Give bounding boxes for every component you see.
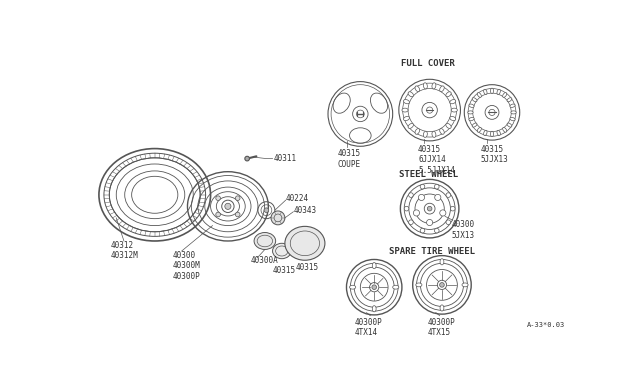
Text: 40343: 40343 (293, 206, 316, 215)
Ellipse shape (273, 243, 291, 259)
Ellipse shape (440, 86, 444, 92)
Ellipse shape (440, 259, 444, 265)
Ellipse shape (440, 129, 444, 134)
Circle shape (409, 220, 413, 225)
Circle shape (427, 219, 433, 225)
Ellipse shape (372, 306, 376, 312)
Circle shape (271, 211, 285, 225)
Ellipse shape (468, 111, 473, 114)
Ellipse shape (408, 92, 413, 97)
Ellipse shape (393, 285, 399, 289)
Ellipse shape (490, 88, 493, 93)
Circle shape (435, 228, 439, 233)
Ellipse shape (472, 98, 477, 102)
Circle shape (435, 185, 439, 189)
Ellipse shape (403, 100, 410, 104)
Ellipse shape (469, 118, 474, 121)
Ellipse shape (349, 285, 356, 289)
Ellipse shape (450, 116, 456, 121)
Ellipse shape (507, 98, 512, 102)
Ellipse shape (416, 283, 422, 287)
Ellipse shape (424, 131, 428, 137)
Ellipse shape (510, 118, 515, 121)
Circle shape (236, 196, 240, 201)
Ellipse shape (477, 93, 481, 97)
Circle shape (428, 206, 432, 211)
Ellipse shape (402, 108, 408, 112)
Ellipse shape (254, 232, 276, 250)
Text: 40315
6JJX14
5.5JJX14: 40315 6JJX14 5.5JJX14 (418, 145, 455, 174)
Circle shape (409, 193, 413, 198)
Ellipse shape (462, 283, 468, 287)
Ellipse shape (510, 104, 515, 108)
Ellipse shape (511, 111, 516, 114)
Ellipse shape (424, 83, 428, 89)
Ellipse shape (477, 128, 481, 132)
Text: 40300P
4TX14: 40300P 4TX14 (355, 318, 383, 337)
Circle shape (419, 194, 424, 201)
Circle shape (440, 283, 444, 287)
Circle shape (245, 156, 250, 161)
Text: 40224: 40224 (285, 194, 308, 203)
Text: 40300A: 40300A (251, 256, 279, 265)
Text: A-33*0.03: A-33*0.03 (527, 322, 565, 328)
Circle shape (216, 212, 220, 217)
Ellipse shape (497, 130, 500, 135)
Circle shape (451, 206, 455, 211)
Ellipse shape (484, 89, 487, 94)
Text: 40311: 40311 (274, 154, 297, 163)
Text: 40312
40312M: 40312 40312M (111, 241, 139, 260)
Circle shape (372, 285, 376, 289)
Ellipse shape (408, 124, 413, 128)
Ellipse shape (490, 131, 493, 137)
Ellipse shape (502, 128, 507, 132)
Ellipse shape (450, 100, 456, 104)
Circle shape (413, 210, 420, 216)
Text: 40315
5JJX13: 40315 5JJX13 (481, 145, 508, 164)
Ellipse shape (507, 123, 512, 127)
Ellipse shape (451, 108, 458, 112)
Text: 40315: 40315 (296, 263, 319, 272)
Ellipse shape (403, 116, 410, 121)
Ellipse shape (285, 226, 325, 260)
Text: 40315
COUPE: 40315 COUPE (337, 150, 360, 169)
Ellipse shape (497, 89, 500, 94)
Circle shape (420, 228, 425, 233)
Circle shape (236, 212, 240, 217)
Ellipse shape (432, 83, 436, 89)
Text: FULL COVER: FULL COVER (401, 58, 455, 67)
Circle shape (446, 193, 451, 198)
Circle shape (225, 203, 231, 209)
Ellipse shape (502, 93, 507, 97)
Ellipse shape (446, 92, 451, 97)
Circle shape (446, 220, 451, 225)
Ellipse shape (415, 86, 420, 92)
Text: 40300
5JX13: 40300 5JX13 (451, 220, 474, 240)
Ellipse shape (446, 124, 451, 128)
Circle shape (440, 210, 446, 216)
Text: STEEL WHEEL: STEEL WHEEL (399, 170, 458, 179)
Circle shape (264, 208, 269, 212)
Ellipse shape (432, 131, 436, 137)
Text: 40315: 40315 (273, 266, 296, 275)
Circle shape (420, 185, 425, 189)
Circle shape (435, 194, 441, 201)
Ellipse shape (372, 263, 376, 269)
Circle shape (216, 196, 220, 201)
Circle shape (404, 206, 409, 211)
Text: 40300P
4TX15: 40300P 4TX15 (428, 318, 456, 337)
Ellipse shape (415, 129, 420, 134)
Text: SPARE TIRE WHEEL: SPARE TIRE WHEEL (389, 247, 475, 256)
Ellipse shape (440, 305, 444, 311)
Text: 40300
40300M
40300P: 40300 40300M 40300P (172, 251, 200, 281)
Ellipse shape (484, 130, 487, 135)
Ellipse shape (469, 104, 474, 108)
Ellipse shape (472, 123, 477, 127)
